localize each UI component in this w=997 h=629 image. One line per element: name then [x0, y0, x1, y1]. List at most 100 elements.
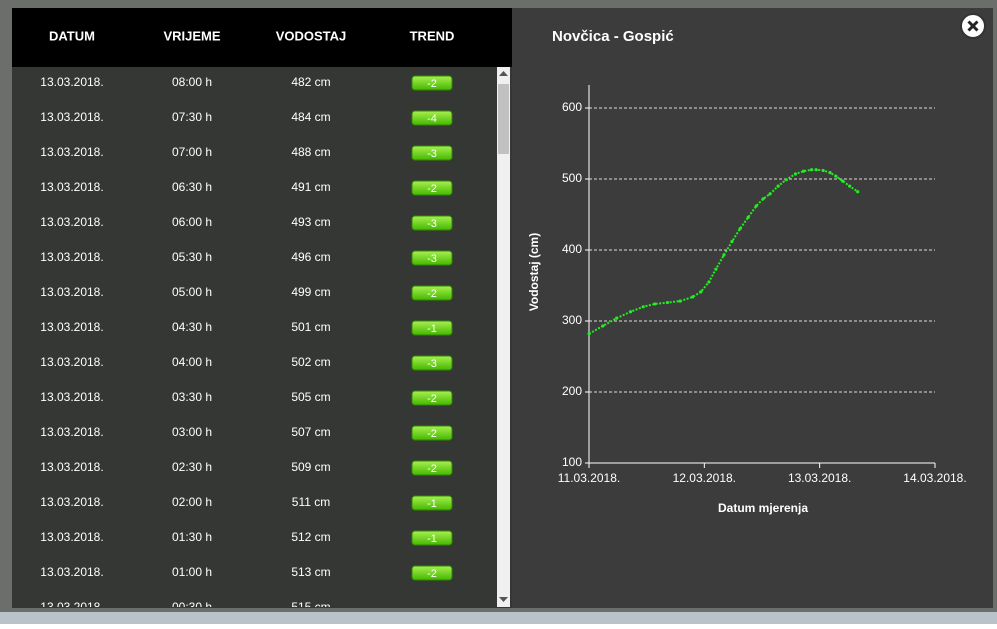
table-cell: 02:30 h: [172, 460, 212, 474]
level-point: [722, 253, 726, 257]
trend-badge: [411, 355, 453, 371]
table-cell: 13.03.2018.: [40, 75, 103, 89]
y-tick-label: 100: [562, 455, 582, 469]
table-cell: 05:00 h: [172, 285, 212, 299]
trend-value: -2: [427, 463, 437, 475]
table-cell: 493 cm: [291, 215, 330, 229]
table-cell: 13.03.2018.: [40, 600, 103, 614]
close-button[interactable]: [960, 13, 986, 39]
y-axis-label: Vodostaj (cm): [527, 233, 541, 311]
table-cell: 13.03.2018.: [40, 145, 103, 159]
level-point: [768, 192, 772, 196]
level-point: [809, 168, 814, 172]
level-point: [714, 267, 718, 271]
level-point: [776, 184, 780, 188]
trend-value: -3: [427, 253, 437, 265]
level-point: [821, 168, 825, 173]
trend-badge: [411, 110, 453, 126]
trend-badge: [411, 145, 453, 161]
trend-value: -4: [427, 113, 437, 125]
table-cell: 499 cm: [291, 285, 330, 299]
table-cell: 13.03.2018.: [40, 285, 103, 299]
table-cell: 13.03.2018.: [40, 110, 103, 124]
scrollbar-thumb[interactable]: [498, 84, 509, 154]
table-cell: 06:30 h: [172, 180, 212, 194]
trend-value: -3: [427, 218, 437, 230]
level-point: [601, 324, 605, 328]
y-tick-label: 600: [562, 100, 582, 114]
table-cell: 13.03.2018.: [40, 495, 103, 509]
scroll-up[interactable]: [499, 71, 508, 76]
trend-value: -1: [427, 323, 437, 335]
table-cell: 13.03.2018.: [40, 530, 103, 544]
level-point: [641, 305, 645, 309]
trend-value: -2: [427, 183, 437, 195]
level-point: [828, 171, 832, 175]
scrollbar-track[interactable]: [497, 67, 510, 607]
table-cell: 484 cm: [291, 110, 330, 124]
table-cell: 04:00 h: [172, 355, 212, 369]
level-point: [841, 179, 845, 183]
level-point: [856, 190, 860, 194]
table-cell: 04:30 h: [172, 320, 212, 334]
table-cell: 512 cm: [291, 530, 330, 544]
level-point: [691, 295, 695, 299]
level-point: [848, 184, 852, 188]
table-cell: 13.03.2018.: [40, 215, 103, 229]
y-tick-label: 200: [562, 384, 582, 398]
level-point: [615, 316, 619, 320]
column-header: VRIJEME: [163, 28, 220, 43]
table-cell: 03:30 h: [172, 390, 212, 404]
x-axis-label: Datum mjerenja: [718, 501, 808, 515]
trend-value: -3: [427, 148, 437, 160]
table-cell: 03:00 h: [172, 425, 212, 439]
table-cell: 502 cm: [291, 355, 330, 369]
table-cell: 13.03.2018.: [40, 460, 103, 474]
table-cell: 06:00 h: [172, 215, 212, 229]
level-point: [814, 168, 818, 172]
trend-badge: [411, 495, 453, 511]
trend-badge: [411, 215, 453, 231]
level-point: [793, 172, 798, 176]
table-cell: 505 cm: [291, 390, 330, 404]
trend-value: -2: [427, 428, 437, 440]
table-cell: 482 cm: [291, 75, 330, 89]
level-point: [678, 299, 682, 303]
x-tick-label: 11.03.2018.: [558, 471, 621, 485]
column-header: DATUM: [49, 28, 95, 43]
trend-badge: [411, 320, 453, 336]
table-cell: 496 cm: [291, 250, 330, 264]
level-point: [784, 178, 788, 182]
trend-badge: [411, 565, 453, 581]
table-header: [12, 8, 512, 67]
table-cell: 13.03.2018.: [40, 390, 103, 404]
table-cell: 13.03.2018.: [40, 250, 103, 264]
scroll-down[interactable]: [499, 597, 508, 602]
table-cell: 13.03.2018.: [40, 180, 103, 194]
trend-badge: [411, 75, 453, 91]
level-point: [730, 239, 734, 244]
table-cell: 511 cm: [292, 495, 330, 509]
table-cell: 507 cm: [291, 425, 330, 439]
y-tick-label: 300: [562, 313, 582, 327]
x-tick-label: 13.03.2018.: [788, 471, 851, 485]
table-cell: 13.03.2018.: [40, 320, 103, 334]
trend-badge: [411, 460, 453, 476]
level-point: [699, 290, 703, 294]
y-tick-label: 500: [562, 171, 582, 185]
chart-title: Novčica - Gospić: [552, 28, 674, 45]
trend-badge: [411, 250, 453, 266]
trend-value: -2: [427, 78, 437, 90]
trend-badge: [411, 530, 453, 546]
trend-value: -1: [427, 533, 437, 545]
level-point: [801, 169, 806, 173]
table-cell: 491 cm: [291, 180, 330, 194]
close-icon[interactable]: [967, 20, 979, 32]
table-panel: [12, 8, 512, 608]
column-header: TREND: [410, 28, 455, 43]
trend-value: -2: [427, 568, 437, 580]
table-cell: 07:30 h: [172, 110, 212, 124]
table-cell: 01:30 h: [172, 530, 212, 544]
level-point: [746, 215, 750, 219]
trend-value: -3: [427, 358, 437, 370]
